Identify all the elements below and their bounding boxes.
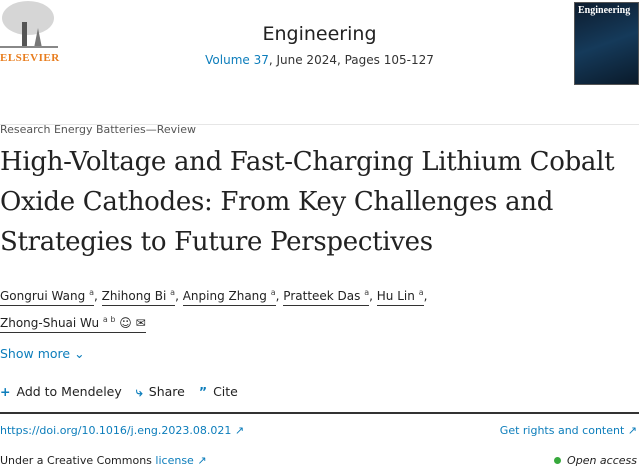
rights-link[interactable]: Get rights and content ↗	[499, 424, 637, 437]
share-button[interactable]: ⤷ Share	[135, 384, 185, 399]
journal-cover-image[interactable]: Engineering	[574, 2, 639, 85]
chevron-down-icon: ⌄	[74, 346, 85, 361]
elsevier-tree-logo[interactable]	[0, 0, 60, 66]
author-link[interactable]: Zhihong Bi a	[101, 288, 176, 306]
add-to-mendeley-button[interactable]: + Add to Mendeley	[0, 384, 122, 399]
author-link[interactable]: Gongrui Wang a	[0, 288, 94, 306]
volume-link[interactable]: Volume 37	[205, 53, 269, 67]
journal-title[interactable]: Engineering	[262, 23, 377, 45]
external-link-icon: ↗	[627, 424, 637, 437]
author-link[interactable]: Zhong-Shuai Wu a b ☺ ✉	[0, 315, 146, 333]
person-icon: ☺	[119, 316, 132, 330]
plus-icon: +	[0, 384, 11, 399]
elsevier-logo-text: ELSEVIER	[0, 52, 60, 64]
cite-button[interactable]: ” Cite	[198, 384, 238, 399]
article-category: Research Energy Batteries—Review	[0, 123, 196, 136]
divider	[0, 124, 639, 125]
author-link[interactable]: Hu Lin a	[376, 288, 424, 306]
license-link[interactable]: license ↗	[155, 454, 207, 467]
open-access-badge: Open access	[554, 454, 637, 467]
doi-link[interactable]: https://doi.org/10.1016/j.eng.2023.08.02…	[0, 424, 245, 437]
quote-icon: ”	[198, 384, 208, 399]
divider	[0, 412, 639, 414]
open-access-dot-icon	[554, 457, 562, 464]
volume-info: Volume 37, June 2024, Pages 105-127	[205, 53, 434, 67]
license-info: Under a Creative Commons license ↗	[0, 454, 207, 467]
show-more-button[interactable]: Show more ⌄	[0, 346, 85, 361]
share-icon: ⤷	[135, 384, 143, 399]
author-link[interactable]: Pratteek Das a	[283, 288, 370, 306]
author-list: Gongrui Wang a, Zhihong Bi a, Anping Zha…	[0, 281, 500, 335]
author-link[interactable]: Anping Zhang a	[182, 288, 276, 306]
article-actions: + Add to Mendeley ⤷ Share ” Cite	[0, 384, 238, 400]
article-title: High-Voltage and Fast-Charging Lithium C…	[0, 147, 615, 257]
external-link-icon: ↗	[234, 424, 245, 437]
email-icon: ✉	[135, 316, 146, 330]
